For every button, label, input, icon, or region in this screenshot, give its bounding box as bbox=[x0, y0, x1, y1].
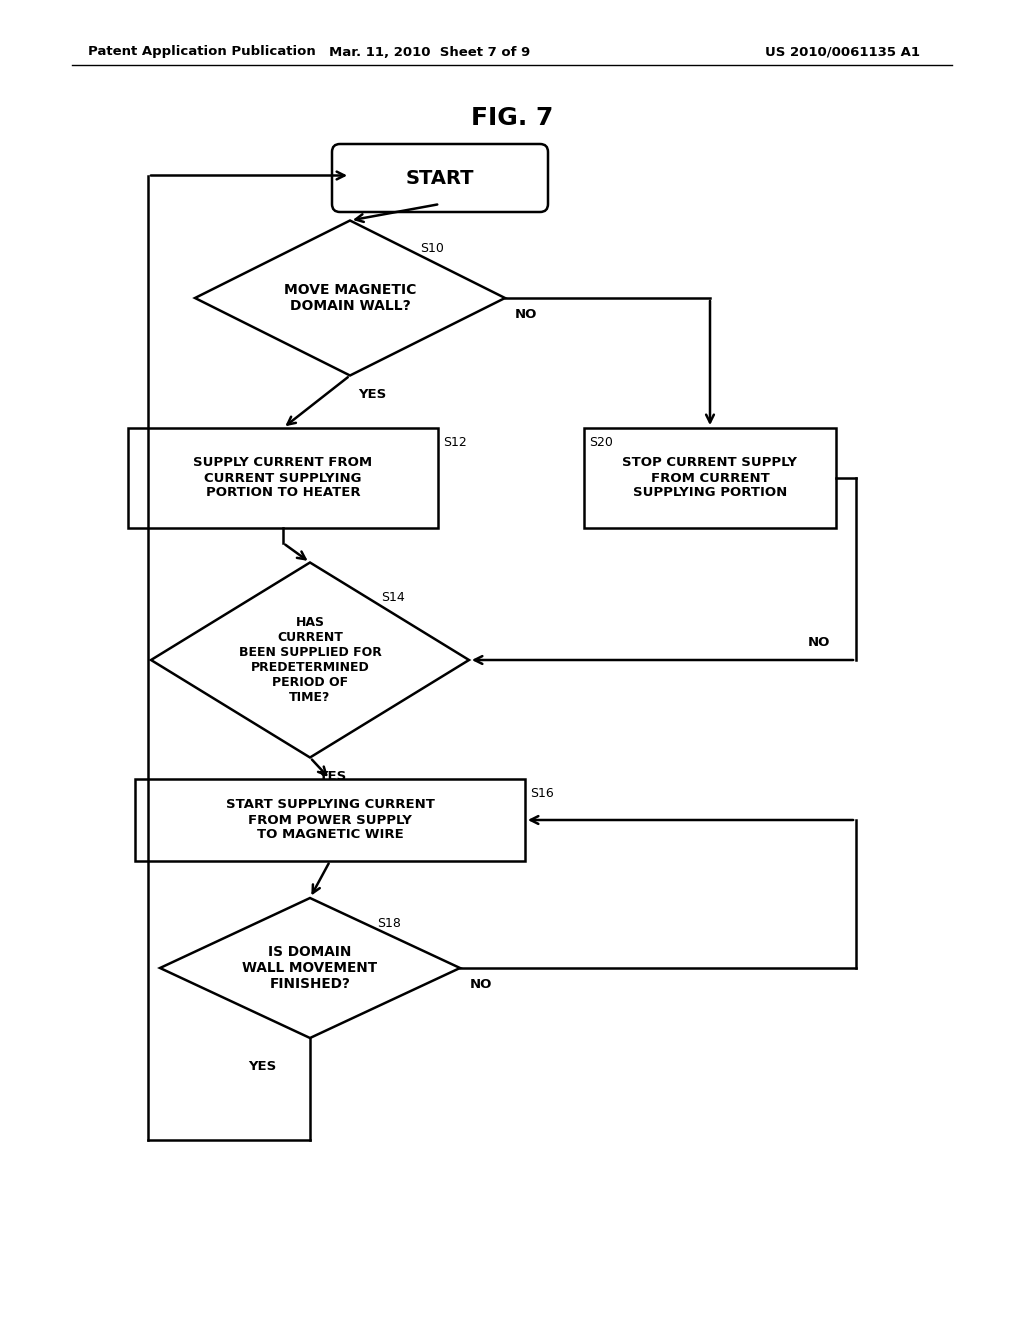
Text: NO: NO bbox=[808, 635, 830, 648]
Text: S12: S12 bbox=[443, 436, 467, 449]
Text: SUPPLY CURRENT FROM
CURRENT SUPPLYING
PORTION TO HEATER: SUPPLY CURRENT FROM CURRENT SUPPLYING PO… bbox=[194, 457, 373, 499]
Text: YES: YES bbox=[248, 1060, 276, 1073]
Text: YES: YES bbox=[318, 770, 346, 783]
Text: NO: NO bbox=[470, 978, 493, 990]
Text: MOVE MAGNETIC
DOMAIN WALL?: MOVE MAGNETIC DOMAIN WALL? bbox=[284, 282, 416, 313]
Text: IS DOMAIN
WALL MOVEMENT
FINISHED?: IS DOMAIN WALL MOVEMENT FINISHED? bbox=[243, 945, 378, 991]
Text: FIG. 7: FIG. 7 bbox=[471, 106, 553, 129]
Polygon shape bbox=[151, 562, 469, 758]
Text: Patent Application Publication: Patent Application Publication bbox=[88, 45, 315, 58]
Text: S10: S10 bbox=[420, 242, 443, 255]
Text: S14: S14 bbox=[382, 591, 406, 605]
Polygon shape bbox=[195, 220, 505, 375]
Text: HAS
CURRENT
BEEN SUPPLIED FOR
PREDETERMINED
PERIOD OF
TIME?: HAS CURRENT BEEN SUPPLIED FOR PREDETERMI… bbox=[239, 616, 381, 704]
Text: NO: NO bbox=[515, 308, 538, 321]
Polygon shape bbox=[160, 898, 460, 1038]
Text: US 2010/0061135 A1: US 2010/0061135 A1 bbox=[765, 45, 920, 58]
Text: S20: S20 bbox=[589, 436, 613, 449]
Text: Mar. 11, 2010  Sheet 7 of 9: Mar. 11, 2010 Sheet 7 of 9 bbox=[330, 45, 530, 58]
Bar bbox=[128, 428, 438, 528]
Text: START: START bbox=[406, 169, 474, 187]
Text: START SUPPLYING CURRENT
FROM POWER SUPPLY
TO MAGNETIC WIRE: START SUPPLYING CURRENT FROM POWER SUPPL… bbox=[225, 799, 434, 842]
Text: S16: S16 bbox=[530, 787, 554, 800]
Text: YES: YES bbox=[358, 388, 386, 400]
Bar bbox=[584, 428, 836, 528]
Text: STOP CURRENT SUPPLY
FROM CURRENT
SUPPLYING PORTION: STOP CURRENT SUPPLY FROM CURRENT SUPPLYI… bbox=[623, 457, 798, 499]
Text: S18: S18 bbox=[378, 916, 401, 929]
FancyBboxPatch shape bbox=[332, 144, 548, 213]
Bar bbox=[135, 779, 525, 861]
